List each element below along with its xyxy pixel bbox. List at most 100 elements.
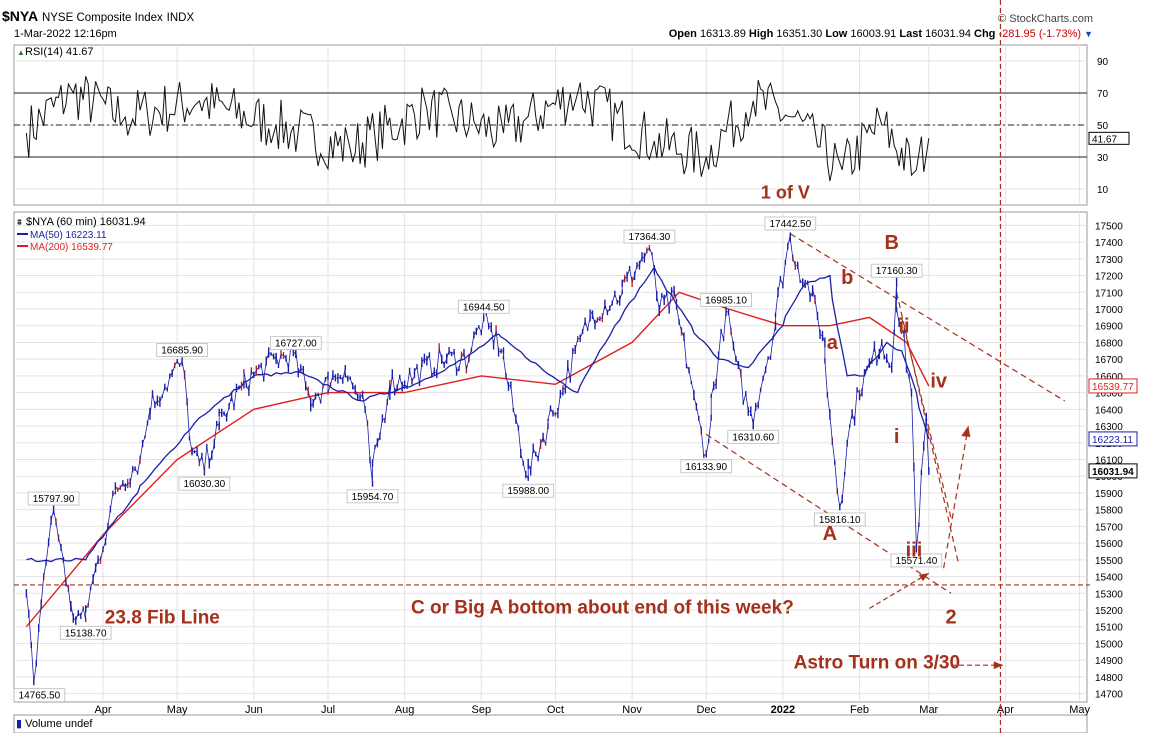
trendline: [896, 292, 960, 564]
price-tick-label: 17300: [1095, 255, 1123, 266]
x-tick-label: Jun: [245, 704, 263, 716]
peak-label: 16985.10: [705, 295, 747, 306]
brand-label: © StockCharts.com: [998, 13, 1093, 25]
axis-value-label: 16223.11: [1092, 435, 1133, 446]
elliott-annotation: C or Big A bottom about end of this week…: [411, 597, 794, 618]
x-tick-label: Apr: [997, 704, 1014, 716]
price-title: $NYA (60 min) 16031.94: [26, 216, 146, 228]
elliott-annotation: iv: [930, 371, 948, 393]
axis-value-box: [1088, 431, 1138, 447]
elliott-annotation: iii: [906, 540, 923, 562]
peak-label: 14765.50: [19, 691, 61, 702]
peak-label-box: [27, 491, 80, 506]
price-tick-label: 15000: [1095, 639, 1123, 650]
volume-text: Volume undef: [25, 718, 93, 730]
peak-label-box: [178, 476, 231, 491]
ma200-legend: MA(200) 16539.77: [30, 242, 113, 253]
ohlc-bar: Open 16313.89 High 16351.30 Low 16003.91…: [669, 28, 1093, 40]
peak-label-box: [502, 483, 555, 498]
peak-label: 16727.00: [275, 339, 317, 350]
rsi-tick-label: 10: [1097, 185, 1109, 196]
price-tick-label: 16100: [1095, 456, 1123, 467]
peak-label-box: [870, 263, 923, 278]
price-tick-label: 17000: [1095, 305, 1123, 316]
peak-label: 17442.50: [769, 219, 811, 230]
price-line: [26, 234, 930, 683]
projection-arrowhead: [961, 426, 971, 438]
volume-panel-label: ▮ Volume undef: [16, 717, 92, 730]
axis-value-label: 16539.77: [1092, 382, 1134, 393]
x-tick-label: Apr: [94, 704, 111, 716]
peak-label-box: [764, 216, 817, 231]
peak-label: 15797.90: [33, 494, 75, 505]
x-tick-label: Aug: [395, 704, 415, 716]
peak-label-box: [346, 489, 399, 504]
peak-label: 15571.40: [896, 556, 938, 567]
peak-label: 17160.30: [876, 266, 918, 277]
annotation-arrowhead: [993, 661, 1003, 670]
x-tick-label: Sep: [471, 704, 491, 716]
ma50-legend: MA(50) 16223.11: [30, 230, 107, 241]
date-time: 1-Mar-2022 12:16pm: [14, 28, 117, 40]
rsi-line: [25, 76, 930, 182]
open-label: Open: [668, 28, 697, 40]
price-tick-label: 15400: [1095, 573, 1123, 584]
price-tick-label: 15100: [1095, 623, 1123, 634]
peak-label-box: [457, 299, 510, 314]
price-tick-label: 17500: [1095, 221, 1123, 232]
x-tick-label: Oct: [547, 704, 564, 716]
peak-label: 16133.90: [685, 462, 727, 473]
low-value: 16003.91: [850, 28, 897, 40]
rsi-tick-label: 90: [1097, 57, 1109, 68]
volume-panel: [13, 714, 1088, 733]
last-value: 16031.94: [925, 28, 971, 40]
price-tick-label: 15500: [1095, 556, 1123, 567]
peak-label-box: [890, 553, 943, 568]
price-tick-label: 15300: [1095, 589, 1123, 600]
peak-label-box: [813, 512, 866, 527]
price-tick-label: 16500: [1095, 389, 1123, 400]
high-value: 16351.30: [776, 28, 823, 40]
price-panel: [13, 211, 1088, 703]
rsi-icon: ▲: [17, 48, 25, 57]
open-value: 16313.89: [699, 28, 746, 40]
price-tick-label: 16400: [1095, 405, 1123, 416]
price-tick-label: 16700: [1095, 355, 1123, 366]
exchange-label: INDX: [166, 12, 195, 24]
price-tick-label: 16800: [1095, 338, 1123, 349]
x-tick-label: Mar: [919, 704, 938, 716]
elliott-annotation: 1 of V: [761, 183, 810, 203]
chart-title: $NYA NYSE Composite Index INDX: [2, 8, 194, 24]
peak-label: 16685.90: [161, 346, 203, 357]
price-tick-label: 16300: [1095, 422, 1123, 433]
peak-label-box: [700, 293, 752, 307]
price-tick-label: 16600: [1095, 372, 1123, 383]
peak-label-box: [727, 429, 780, 444]
elliott-annotation: A: [823, 523, 837, 545]
volume-icon: ▮: [16, 718, 23, 730]
peak-label-box: [623, 229, 676, 244]
elliott-annotation: 2: [945, 606, 956, 628]
price-tick-label: 15200: [1095, 606, 1123, 617]
price-tick-label: 15600: [1095, 539, 1123, 550]
peak-label-box: [680, 459, 733, 474]
trendline: [790, 233, 1066, 402]
rsi-tick-label: 70: [1097, 89, 1109, 100]
x-tick-label: May: [167, 704, 188, 716]
peak-label-box: [270, 336, 322, 351]
ma50-line: [26, 265, 930, 563]
price-legend-icon: ⩩: [17, 217, 22, 227]
annotation-arrowhead: [918, 573, 929, 582]
chg-down-icon: ▼: [1084, 29, 1093, 39]
peak-label: 15988.00: [507, 486, 549, 497]
peak-label: 16944.50: [463, 302, 505, 313]
rsi-tick-label: 50: [1097, 121, 1109, 132]
rsi-value-label: 41.67: [1092, 134, 1117, 145]
peak-label-box: [156, 343, 208, 357]
price-tick-label: 15800: [1095, 506, 1123, 517]
index-name: NYSE Composite Index: [41, 12, 163, 24]
peak-label: 15954.70: [352, 492, 394, 503]
peak-label: 15138.70: [65, 628, 107, 639]
elliott-annotation: Astro Turn on 3/30: [794, 653, 960, 674]
